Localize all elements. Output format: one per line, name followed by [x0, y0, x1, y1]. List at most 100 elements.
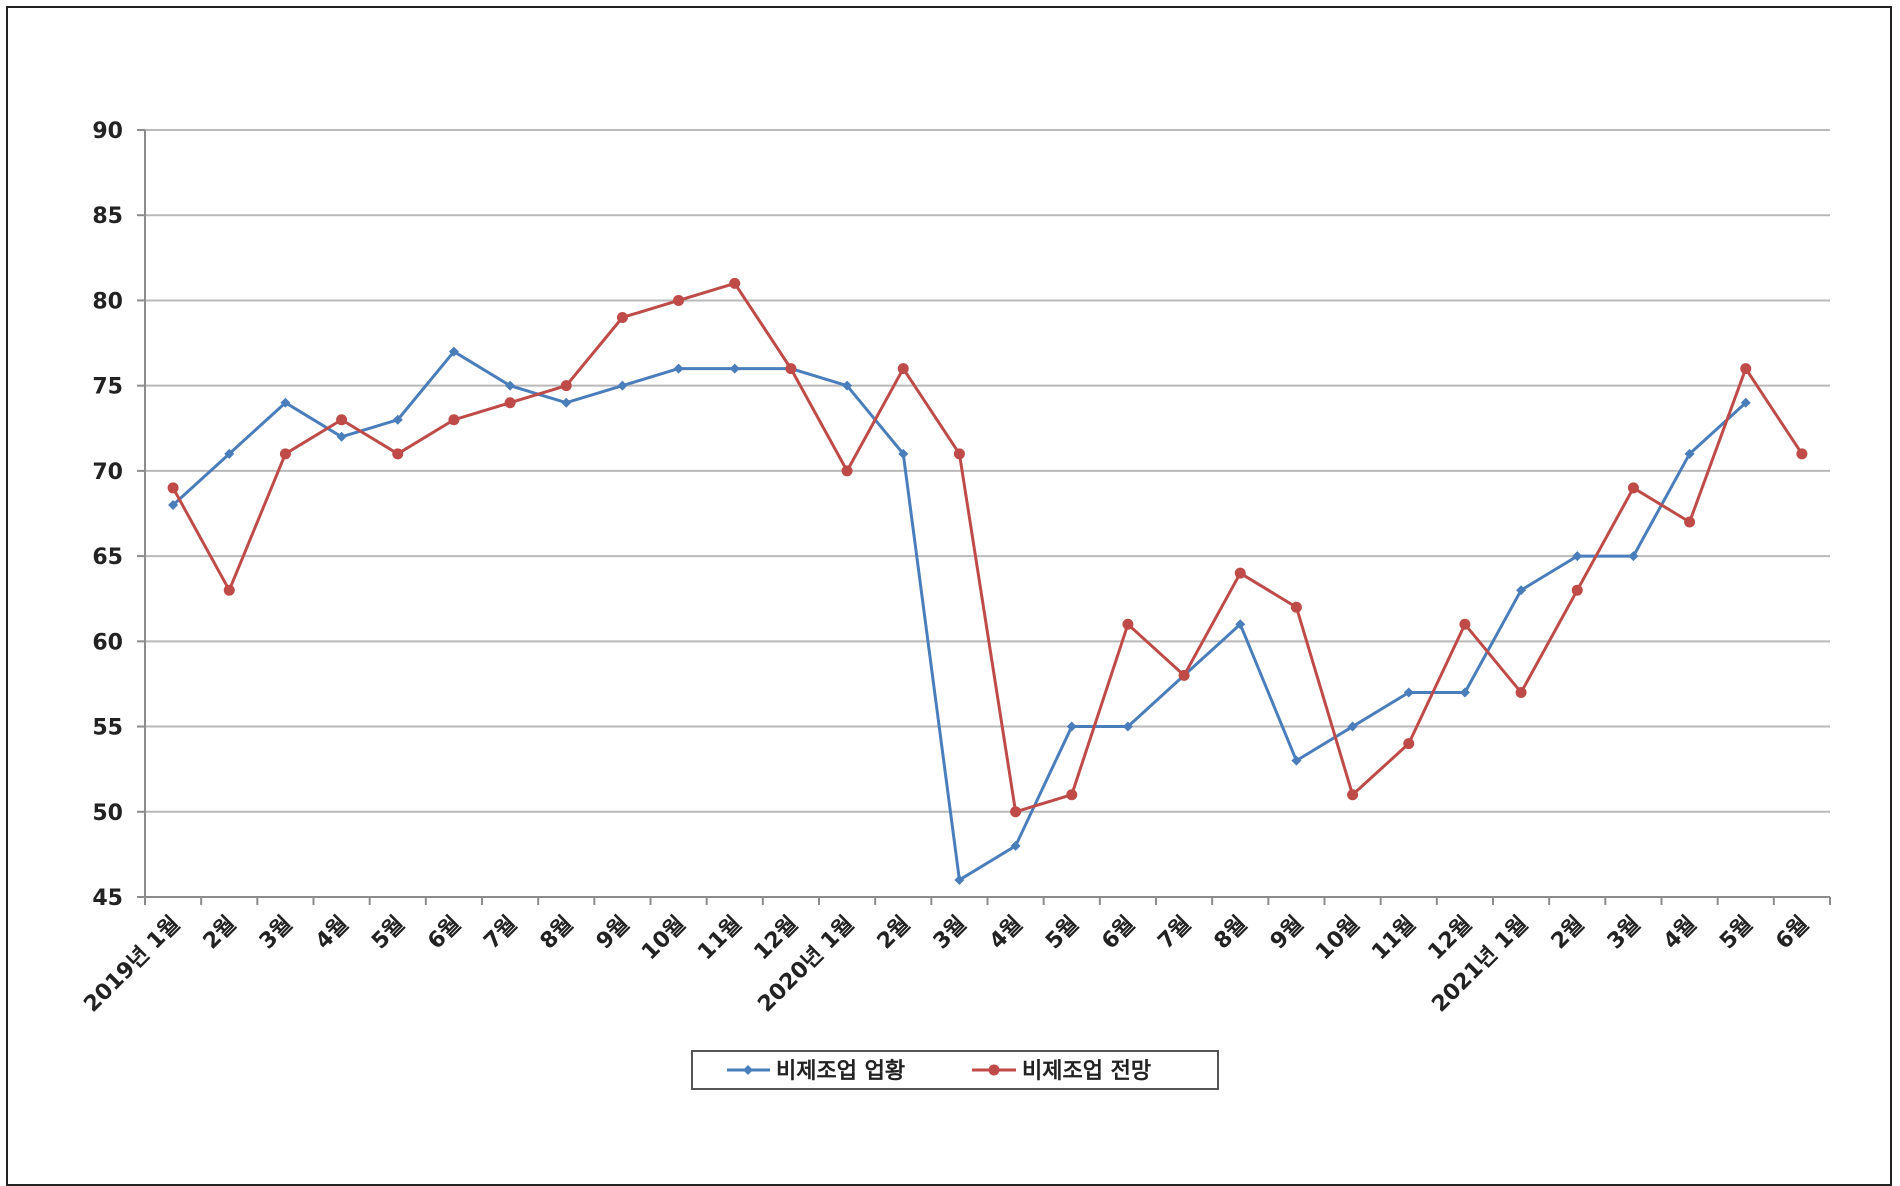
x-tick-label-10: 11월: [693, 912, 747, 966]
series-2-point-20: [1290, 601, 1302, 613]
series-1-point-4: [392, 414, 403, 425]
y-tick-label-4: 65: [92, 545, 123, 570]
series-1-point-28: [1740, 397, 1751, 408]
series-1-point-0: [168, 499, 179, 510]
x-tick-label-17: 6월: [1097, 912, 1140, 955]
y-axis-tick-labels: 45 50 55 60 65 70 75 80 85 90: [92, 119, 123, 911]
x-tick-label-2: 3월: [255, 912, 298, 955]
x-tick-label-15: 4월: [985, 912, 1028, 955]
series-2-point-21: [1347, 789, 1359, 801]
series-1: [168, 346, 1751, 885]
series-1-point-22: [1403, 687, 1414, 698]
legend-marker-series-2: [988, 1064, 1000, 1076]
series-2-point-1: [223, 584, 235, 596]
series-1-point-15: [1010, 840, 1021, 851]
series-lines: [167, 277, 1808, 885]
series-2-point-10: [729, 277, 741, 289]
x-tick-label-20: 9월: [1266, 912, 1309, 955]
series-2-point-19: [1234, 567, 1246, 579]
y-tick-label-3: 60: [92, 630, 123, 655]
x-tick-label-7: 8월: [536, 912, 579, 955]
series-2-point-2: [279, 448, 291, 460]
legend-label-series-2: 비제조업 전망: [1022, 1059, 1151, 1084]
series-2-point-22: [1403, 738, 1415, 750]
series-2-point-23: [1459, 618, 1471, 630]
legend-label-series-1: 비제조업 업황: [776, 1059, 905, 1084]
x-tick-label-19: 8월: [1210, 912, 1253, 955]
x-tick-label-14: 3월: [929, 912, 972, 955]
series-2-point-5: [448, 414, 460, 426]
series-2-point-0: [167, 482, 179, 494]
x-tick-label-3: 4월: [311, 912, 354, 955]
axes: [137, 129, 1831, 905]
series-2-point-11: [785, 363, 797, 375]
series-2-point-6: [504, 397, 516, 409]
x-tick-label-26: 3월: [1603, 912, 1646, 955]
series-1-point-2: [280, 397, 291, 408]
series-2-point-27: [1684, 516, 1696, 528]
series-1-point-24: [1516, 585, 1527, 596]
series-2-point-14: [953, 448, 965, 460]
x-tick-label-5: 6월: [423, 912, 466, 955]
series-2-point-13: [897, 363, 909, 375]
x-tick-label-1: 2월: [199, 912, 242, 955]
y-tick-label-9: 90: [92, 119, 123, 144]
series-2-point-16: [1066, 789, 1078, 801]
x-tick-label-25: 2월: [1547, 912, 1590, 955]
series-1-point-25: [1572, 551, 1583, 562]
legend: 비제조업 업황 비제조업 전망: [691, 1050, 1219, 1090]
legend-box: [691, 1050, 1219, 1090]
series-2-point-17: [1122, 618, 1134, 630]
y-tick-label-6: 75: [92, 375, 123, 400]
series-2-point-29: [1796, 448, 1808, 460]
x-tick-label-6: 7월: [480, 912, 523, 955]
series-1-point-10: [729, 363, 740, 374]
x-tick-label-28: 5월: [1715, 912, 1758, 955]
series-1-point-12: [842, 380, 853, 391]
series-1-point-5: [448, 346, 459, 357]
y-tick-label-7: 80: [92, 289, 123, 314]
series-1-point-16: [1066, 721, 1077, 732]
x-tick-label-21: 10월: [1311, 912, 1365, 966]
series-1-point-8: [617, 380, 628, 391]
x-tick-label-9: 10월: [637, 912, 691, 966]
x-tick-label-8: 9월: [592, 912, 635, 955]
x-tick-label-13: 2월: [873, 912, 916, 955]
series-1-point-26: [1628, 551, 1639, 562]
series-1-point-1: [224, 448, 235, 459]
series-1-point-23: [1459, 687, 1470, 698]
x-tick-label-0: 2019년 1월: [79, 912, 185, 1018]
series-2-point-15: [1010, 806, 1022, 818]
series-1-point-21: [1347, 721, 1358, 732]
series-1-point-9: [673, 363, 684, 374]
x-tick-label-22: 11월: [1367, 912, 1421, 966]
y-tick-label-1: 50: [92, 801, 123, 826]
y-tick-label-5: 70: [92, 460, 123, 485]
series-1-point-7: [561, 397, 572, 408]
y-tick-label-8: 85: [92, 204, 123, 229]
series-1-point-27: [1684, 448, 1695, 459]
series-2-point-9: [673, 294, 685, 306]
series-2: [167, 277, 1808, 818]
series-1-point-20: [1291, 755, 1302, 766]
series-1-line: [172, 350, 1747, 882]
series-2-line: [171, 281, 1804, 814]
series-1-point-17: [1122, 721, 1133, 732]
grid-lines: [145, 129, 1830, 813]
y-tick-label-0: 45: [92, 886, 123, 911]
series-2-point-28: [1740, 363, 1752, 375]
x-tick-label-4: 5월: [367, 912, 410, 955]
y-tick-label-2: 55: [92, 716, 123, 741]
series-2-point-8: [616, 311, 628, 323]
series-2-point-3: [336, 414, 348, 426]
series-2-point-7: [560, 380, 572, 392]
x-tick-label-27: 4월: [1659, 912, 1702, 955]
legend-marker-series-1: [743, 1065, 753, 1075]
x-tick-label-29: 6월: [1771, 912, 1814, 955]
series-2-point-4: [392, 448, 404, 460]
series-1-point-14: [954, 874, 965, 885]
series-1-point-6: [505, 380, 516, 391]
x-tick-label-16: 5월: [1041, 912, 1084, 955]
